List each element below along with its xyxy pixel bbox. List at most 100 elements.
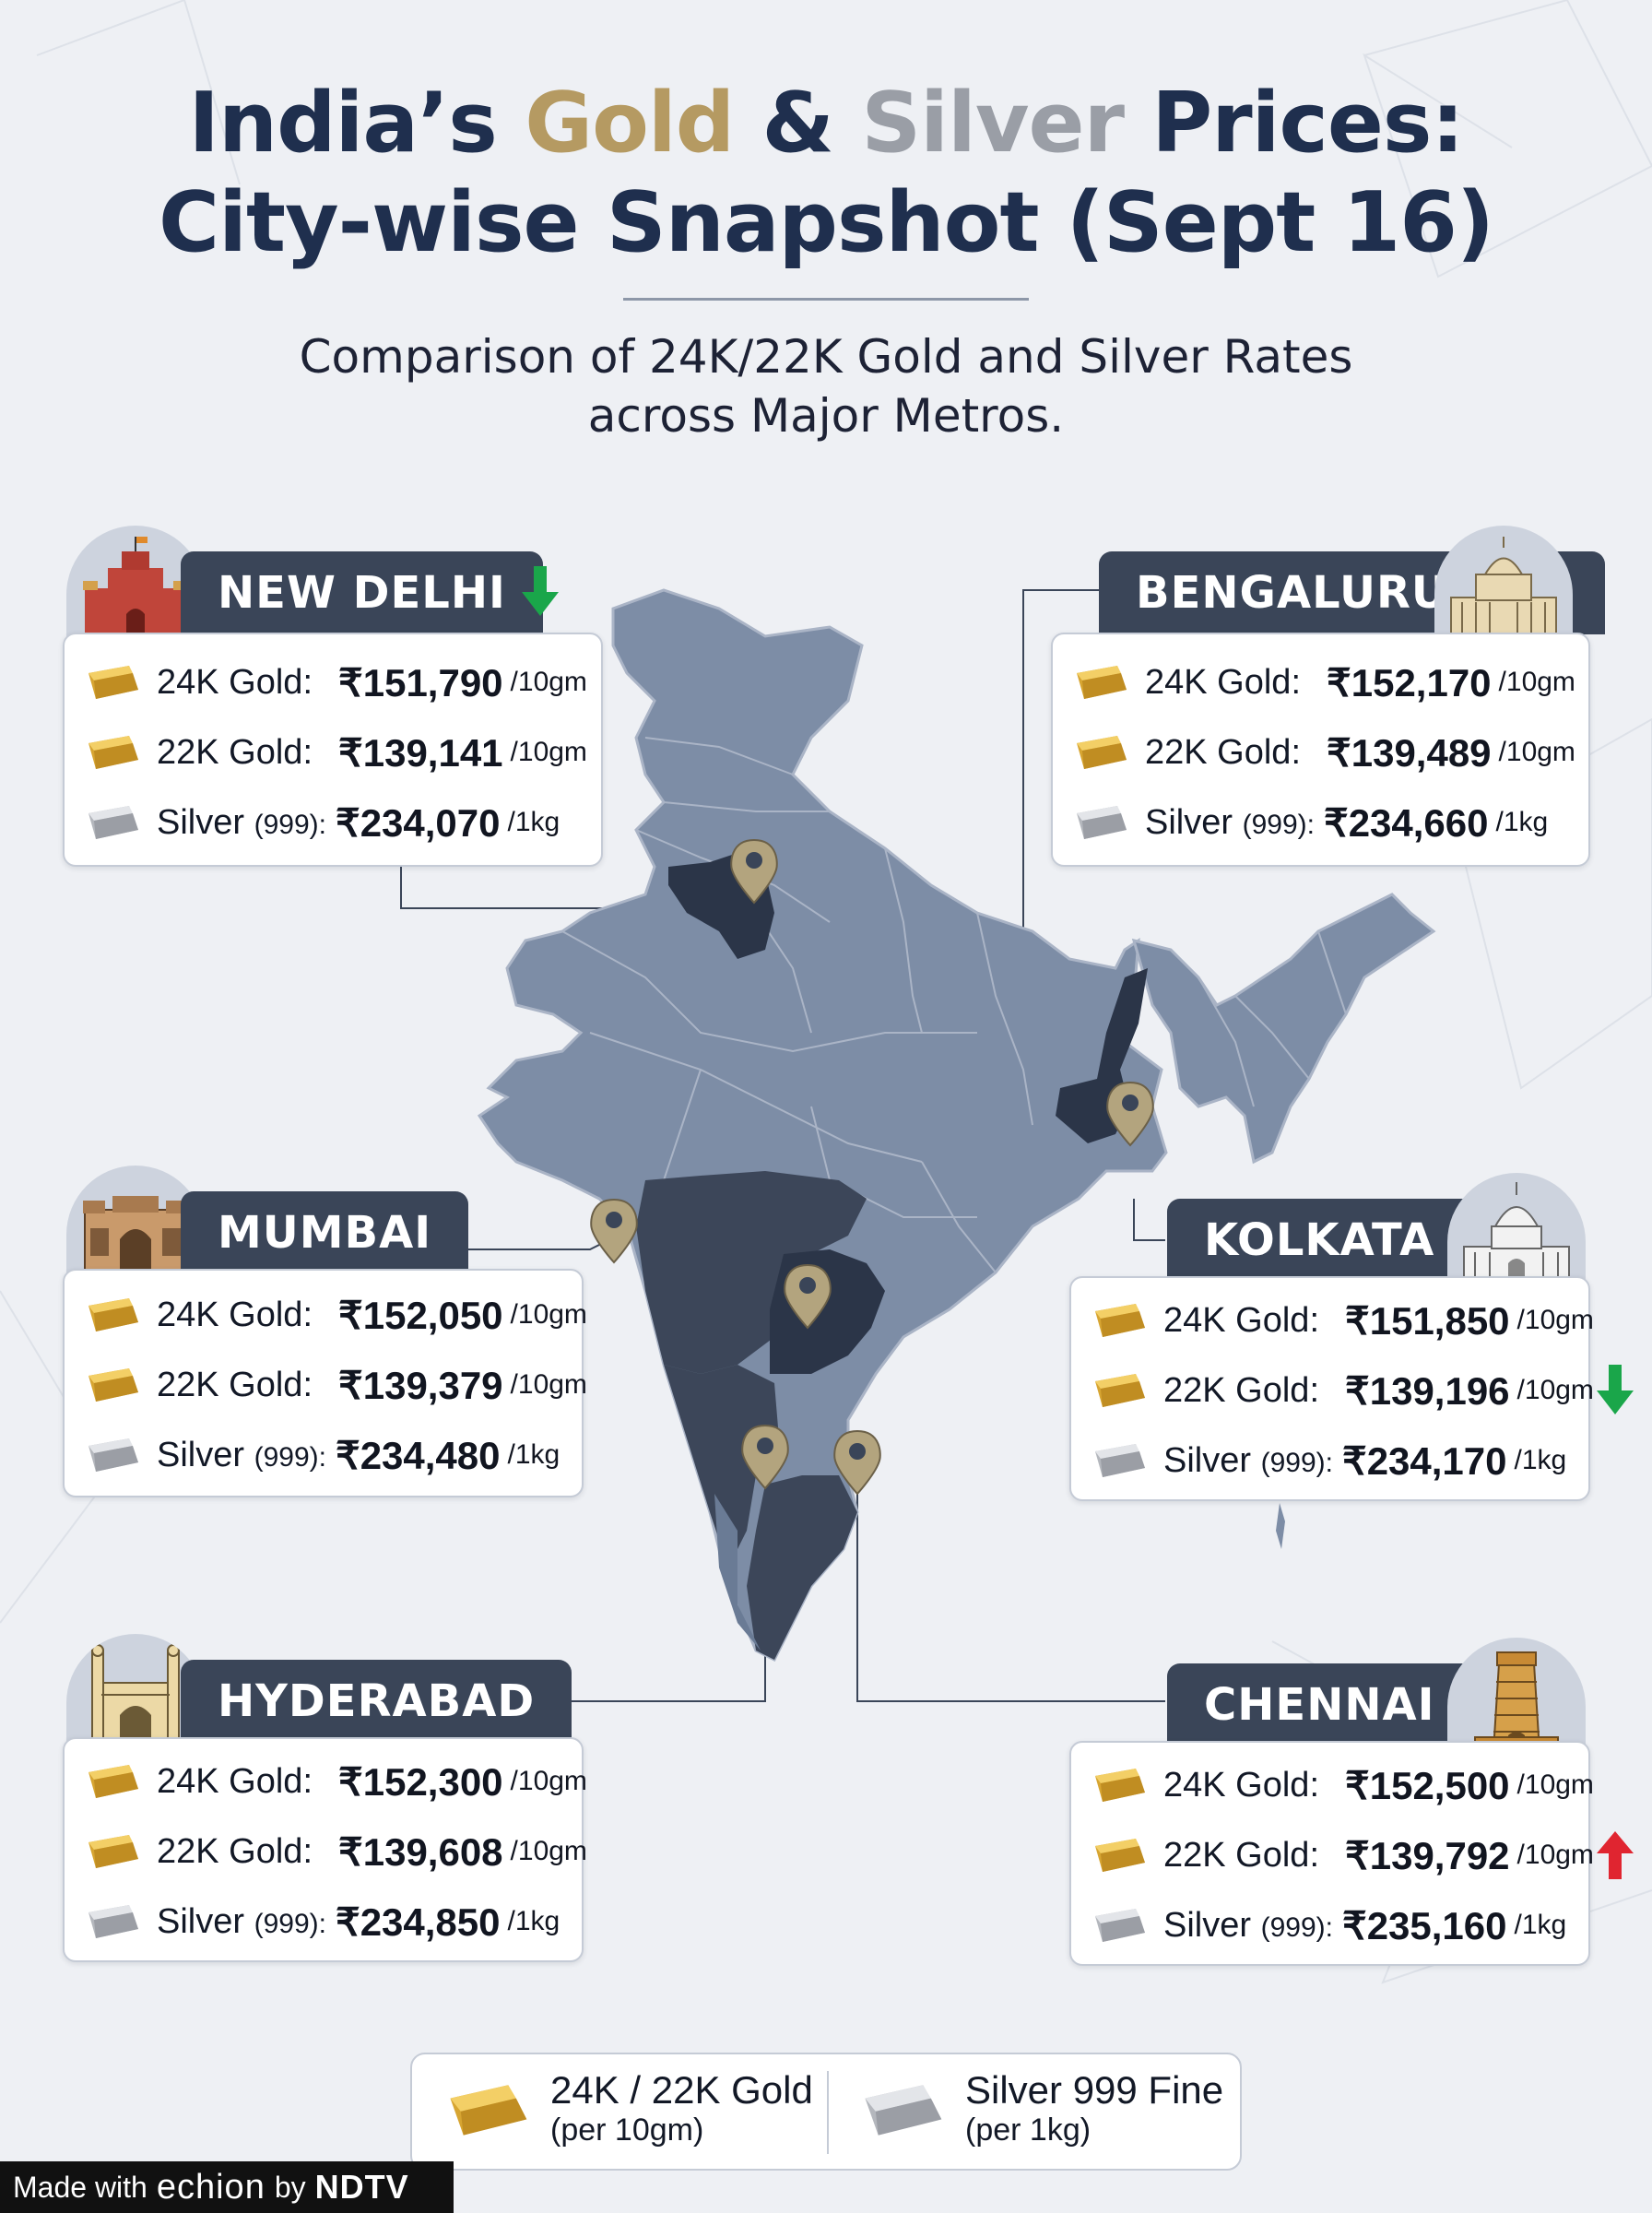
price-row-22k: 22K Gold: ₹139,141 /10gm (77, 725, 587, 780)
silver-value: ₹234,480 (335, 1433, 501, 1477)
silver-text: Silver (1145, 802, 1233, 842)
city-card-mumbai: MUMBAI 24K Gold: ₹152,050 /10gm 22K Gold… (63, 1166, 587, 1497)
title-divider (623, 298, 1029, 301)
victoria-memorial-icon (1447, 1173, 1586, 1293)
silver-ingot-icon (1095, 1909, 1145, 1942)
city-card-chennai: CHENNAI 24K Gold: ₹152,500 /10gm 22K Gol… (1069, 1638, 1634, 1966)
silver-purity: (999): (1260, 1911, 1333, 1943)
city-card-bengaluru: BENGALURU 24K Gold: ₹152,170 /10gm 22K G… (1051, 526, 1605, 867)
footer-made-with: Made with (13, 2170, 148, 2204)
gold22-label: 22K Gold: (1145, 732, 1301, 772)
title-text: India’s (188, 75, 525, 172)
gold22-label: 22K Gold: (157, 1831, 313, 1871)
gold22-value: ₹139,379 (338, 1363, 503, 1407)
gold-ingot-icon (1077, 666, 1127, 699)
gold-ingot-icon (88, 1765, 138, 1798)
gold-ingot-icon (1095, 1374, 1145, 1407)
gold22-value: ₹139,196 (1345, 1368, 1510, 1413)
price-box: 24K Gold: ₹152,050 /10gm 22K Gold: ₹139,… (63, 1269, 587, 1497)
subtitle: Comparison of 24K/22K Gold and Silver Ra… (0, 327, 1652, 445)
title-line-2: City-wise Snapshot (Sept 16) (159, 174, 1494, 271)
silver-text: Silver (157, 1435, 245, 1474)
echion-logo: echion (156, 2167, 266, 2207)
silver-unit: /1kg (507, 1906, 560, 1936)
price-row-22k: 22K Gold: ₹139,196 /10gm (1084, 1363, 1594, 1418)
gold-ingot-icon (1095, 1304, 1145, 1337)
silver-ingot-icon (88, 1905, 138, 1938)
silver-unit: /1kg (1514, 1445, 1567, 1475)
page-title: India’s Gold & Silver Prices: City-wise … (0, 74, 1652, 273)
silver-purity: (999): (254, 1908, 326, 1939)
price-row-24k: 24K Gold: ₹152,300 /10gm (77, 1754, 587, 1809)
silver-value: ₹234,660 (1323, 800, 1489, 845)
subtitle-line-2: across Major Metros. (587, 389, 1065, 443)
silver-purity: (999): (1260, 1447, 1333, 1478)
title-prices: Prices: (1123, 75, 1464, 172)
silver-unit: /1kg (507, 1439, 560, 1470)
gold-ingot-icon (88, 736, 138, 769)
title-gold-word: Gold (525, 75, 735, 172)
gold24-unit: /10gm (1516, 1769, 1594, 1800)
gold24-value: ₹152,050 (338, 1293, 503, 1337)
gold24-unit: /10gm (1498, 667, 1575, 697)
gold24-label: 24K Gold: (1163, 1300, 1319, 1340)
gold24-value: ₹151,850 (1345, 1298, 1510, 1343)
pin-bengaluru (741, 1424, 789, 1490)
price-box: 24K Gold: ₹152,500 /10gm 22K Gold: ₹139,… (1069, 1741, 1594, 1966)
silver-text: Silver (1163, 1905, 1252, 1945)
gold22-label: 22K Gold: (1163, 1835, 1319, 1875)
title-line-1: India’s Gold & Silver Prices: (0, 74, 1652, 173)
price-row-22k: 22K Gold: ₹139,608 /10gm (77, 1824, 587, 1879)
footer-by: by (274, 2170, 306, 2204)
price-row-24k: 24K Gold: ₹151,790 /10gm (77, 655, 587, 710)
city-name-tab: MUMBAI (181, 1191, 469, 1274)
legend-silver-text: Silver 999 Fine (per 1kg) (965, 2069, 1223, 2148)
gold-ingot-icon (1095, 1769, 1145, 1802)
price-row-silver: Silver (999): ₹234,660 /1kg (1066, 795, 1548, 850)
legend-gold-title: 24K / 22K Gold (550, 2068, 813, 2112)
gold-ingot-icon (88, 1835, 138, 1868)
islands-andaman (1276, 1503, 1285, 1549)
silver-text: Silver (157, 1901, 245, 1941)
pin-kolkata (1106, 1081, 1154, 1147)
silver-label: Silver (999): (1163, 1906, 1333, 1946)
city-card-hyderabad: HYDERABAD 24K Gold: ₹152,300 /10gm 22K G… (63, 1634, 587, 1962)
price-row-silver: Silver (999): ₹234,070 /1kg (77, 795, 560, 850)
price-row-silver: Silver (999): ₹234,480 /1kg (77, 1427, 560, 1483)
silver-label: Silver (999): (157, 1902, 326, 1942)
silver-value: ₹234,170 (1341, 1438, 1507, 1483)
price-box: 24K Gold: ₹151,790 /10gm 22K Gold: ₹139,… (63, 633, 603, 867)
pin-new-delhi (730, 838, 778, 905)
gold22-value: ₹139,792 (1345, 1833, 1510, 1877)
legend-silver-unit: (per 1kg) (965, 2112, 1092, 2148)
title-amp: & (734, 75, 862, 172)
pin-hyderabad (784, 1263, 832, 1330)
gold-ingot-icon (1095, 1839, 1145, 1872)
gold22-value: ₹139,608 (338, 1829, 503, 1874)
gold-ingot-icon (88, 1368, 138, 1402)
silver-label: Silver (999): (1145, 803, 1315, 843)
silver-label: Silver (999): (157, 803, 326, 843)
gold22-unit: /10gm (1498, 737, 1575, 767)
gold22-unit: /10gm (1516, 1840, 1594, 1870)
silver-purity: (999): (254, 1441, 326, 1473)
legend-gold: 24K / 22K Gold (per 10gm) (440, 2069, 813, 2148)
region-tamil-nadu (747, 1475, 857, 1660)
price-row-silver: Silver (999): ₹235,160 /1kg (1084, 1898, 1566, 1953)
silver-ingot-icon (1077, 806, 1127, 839)
temple-gopuram-icon (1447, 1638, 1586, 1757)
price-row-24k: 24K Gold: ₹152,050 /10gm (77, 1287, 587, 1343)
silver-ingot-icon (865, 2085, 942, 2136)
price-row-silver: Silver (999): ₹234,850 /1kg (77, 1894, 560, 1949)
gold-ingot-icon (1077, 736, 1127, 769)
price-box: 24K Gold: ₹152,170 /10gm 22K Gold: ₹139,… (1051, 633, 1590, 867)
price-row-24k: 24K Gold: ₹151,850 /10gm (1084, 1293, 1594, 1348)
silver-unit: /1kg (507, 807, 560, 837)
region-kerala (714, 1494, 761, 1651)
pin-chennai (833, 1429, 881, 1496)
gold-ingot-icon (88, 666, 138, 699)
gold22-label: 22K Gold: (157, 732, 313, 772)
vidhana-soudha-icon (1434, 526, 1573, 645)
city-name-tab: NEW DELHI (181, 551, 543, 634)
map-pins (590, 838, 1154, 1496)
